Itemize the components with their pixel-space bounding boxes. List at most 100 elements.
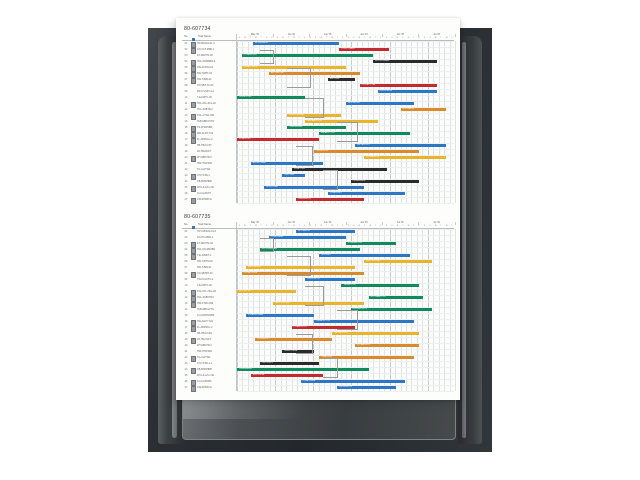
task-row[interactable]: 04 HCL-KD-RWJBG [182, 247, 236, 254]
task-row[interactable]: 02 CO-HC-MRN-1 [182, 235, 236, 241]
gantt-bar[interactable] [364, 260, 433, 263]
gantt-bar[interactable] [355, 144, 446, 147]
task-row[interactable]: 13 HW-CTWJ-094 [182, 301, 236, 308]
task-row[interactable]: 26 CU-ALJDWM [182, 379, 236, 386]
task-row[interactable]: 23 CH-TXJW-1-1 [182, 361, 236, 367]
task-row[interactable]: 06 SW-TWHT-04 [182, 71, 236, 78]
task-row[interactable]: 09 PRJ-TLSKT-4-2 [182, 89, 236, 95]
gantt-bar[interactable] [336, 386, 396, 389]
task-row[interactable]: 20 WY-MBCHC3 [182, 155, 236, 162]
task-row[interactable]: 06 SW-TJHTCLM [182, 259, 236, 265]
gantt-bar[interactable] [346, 242, 396, 245]
task-row[interactable]: 18 SB-TBULCFT [182, 143, 236, 149]
task-row[interactable]: 13 HCL-CTWJ-045 [182, 113, 236, 120]
gantt-bar[interactable] [359, 84, 437, 87]
gantt-bar[interactable] [241, 66, 346, 69]
gantt-bar[interactable] [268, 236, 346, 239]
gantt-bar[interactable] [246, 266, 356, 269]
task-row[interactable]: 12 HCL-SABCTRU [182, 295, 236, 302]
task-row[interactable]: 04 HCL-KDWMB4-0 [182, 59, 236, 66]
gantt-bar[interactable] [282, 174, 306, 177]
task-row[interactable]: 01 HCY-MNL04-01-3 [182, 229, 236, 235]
gantt-bar[interactable] [332, 332, 419, 335]
task-row[interactable]: 25 WV-LZ-LZ-U-06 [182, 185, 236, 192]
gantt-bar[interactable] [296, 198, 365, 201]
task-row[interactable]: 11 HCL-KFL-HCL-05 [182, 289, 236, 296]
task-row[interactable]: 16 WR-ALDT-TU2 [182, 131, 236, 138]
task-row[interactable]: 21 HW-HTCHGB [182, 349, 236, 355]
gantt-bar[interactable] [241, 272, 365, 275]
gantt-bar[interactable] [341, 284, 419, 287]
task-row[interactable]: 18 SB-TBULCFG [182, 331, 236, 337]
gantt-bar[interactable] [400, 108, 446, 111]
gantt-bar[interactable] [237, 290, 297, 293]
task-row[interactable]: 17 FL-ARDVLU-2 [182, 137, 236, 144]
task-row[interactable]: 12 HCL-SABTR-2 [182, 107, 236, 113]
gantt-bar[interactable] [339, 48, 390, 51]
gantt-bar[interactable] [241, 54, 374, 57]
task-row[interactable]: 26 CU-ALJDWT [182, 191, 236, 197]
gantt-bar[interactable] [318, 254, 410, 257]
gantt-bar[interactable] [291, 168, 387, 171]
gantt-bar[interactable] [318, 356, 415, 359]
gantt-bar[interactable] [368, 296, 424, 299]
gantt-bar[interactable] [377, 90, 437, 93]
gantt-bar[interactable] [286, 114, 342, 117]
task-row[interactable]: 09 TW-CCLKTU-2 [182, 277, 236, 283]
gantt-bar[interactable] [286, 126, 346, 129]
task-row[interactable]: 19 JD-TBLZCFT [182, 149, 236, 155]
gantt-bar[interactable] [350, 180, 419, 183]
task-row[interactable]: 11 HCL-KFL-KFL-03 [182, 101, 236, 108]
task-row[interactable]: 14 HLB-MBCLVTN [182, 307, 236, 313]
task-row[interactable]: 08 CO-SBTRT-04 [182, 271, 236, 278]
task-row[interactable]: 07 SW-TJMR-01 [182, 265, 236, 271]
gantt-bar[interactable] [259, 248, 360, 251]
task-row[interactable]: 08 CO-SBT-TC-04 [182, 83, 236, 89]
gantt-bar[interactable] [314, 320, 415, 323]
gantt-bar[interactable] [364, 156, 446, 159]
task-row[interactable]: 20 WY-MBCHC4 [182, 343, 236, 349]
gantt-bar[interactable] [246, 314, 315, 317]
gantt-bar[interactable] [346, 102, 415, 105]
gantt-bar[interactable] [355, 344, 419, 347]
gantt-bar[interactable] [282, 350, 315, 353]
task-row[interactable]: 17 FL-ARDVLU-2 [182, 325, 236, 332]
task-row[interactable]: 23 CH-TXJW-1 [182, 173, 236, 180]
gantt-bar[interactable] [250, 162, 324, 165]
gantt-bar[interactable] [250, 374, 324, 377]
task-row[interactable]: 19 JD-TBLXCFT [182, 337, 236, 344]
gantt-bar[interactable] [318, 132, 410, 135]
gantt-bar[interactable] [296, 230, 356, 233]
gantt-bar[interactable] [300, 380, 406, 383]
gantt-bar[interactable] [327, 192, 406, 195]
gantt-bar[interactable] [327, 78, 356, 81]
gantt-bar[interactable] [291, 326, 356, 329]
task-row[interactable]: 24 CB-BNWHDB [182, 367, 236, 374]
task-row[interactable]: 10 T-E-KMTC-00 [182, 95, 236, 101]
task-row[interactable]: 14 HLB-MBCCVTN [182, 119, 236, 125]
task-row[interactable]: 10 T-E-KMTC-00 [182, 283, 236, 289]
gantt-bar[interactable] [259, 362, 319, 365]
task-row[interactable]: 01 HC-MNL04-01-3 [182, 41, 236, 48]
task-row[interactable]: 25 WV-LZ-LZ-U-06 [182, 373, 236, 379]
gantt-bar[interactable] [268, 72, 360, 75]
task-row[interactable]: 05 SW-ACTMJ-01 [182, 65, 236, 72]
task-row[interactable]: 05 T-E-JCMKT-1 [182, 253, 236, 260]
task-row[interactable]: 03 ILT-MGHT4-03 [182, 241, 236, 248]
gantt-bar[interactable] [314, 150, 419, 153]
gantt-bar[interactable] [255, 338, 333, 341]
task-row[interactable]: 24 CB-BNWHDB [182, 179, 236, 185]
gantt-bar[interactable] [373, 60, 437, 63]
task-row[interactable]: 16 SW-ALDT-TU2 [182, 319, 236, 326]
task-row[interactable]: 15 TS-ATWZVBR [182, 125, 236, 132]
task-row[interactable]: 27 CW-ZHDZCG [182, 385, 236, 392]
task-row[interactable]: 15 CU-ATWZVGBK [182, 313, 236, 319]
task-row[interactable]: 07 SW-TJMR-01 [182, 77, 236, 84]
gantt-bar[interactable] [252, 42, 340, 45]
gantt-bar[interactable] [350, 308, 433, 311]
gantt-bar[interactable] [273, 302, 365, 305]
gantt-bar[interactable] [237, 138, 319, 141]
gantt-bar[interactable] [305, 278, 356, 281]
task-row[interactable]: 22 TG-ALJTW2 [182, 167, 236, 173]
task-row[interactable]: 03 ILT-MGHT4-03 [182, 53, 236, 59]
